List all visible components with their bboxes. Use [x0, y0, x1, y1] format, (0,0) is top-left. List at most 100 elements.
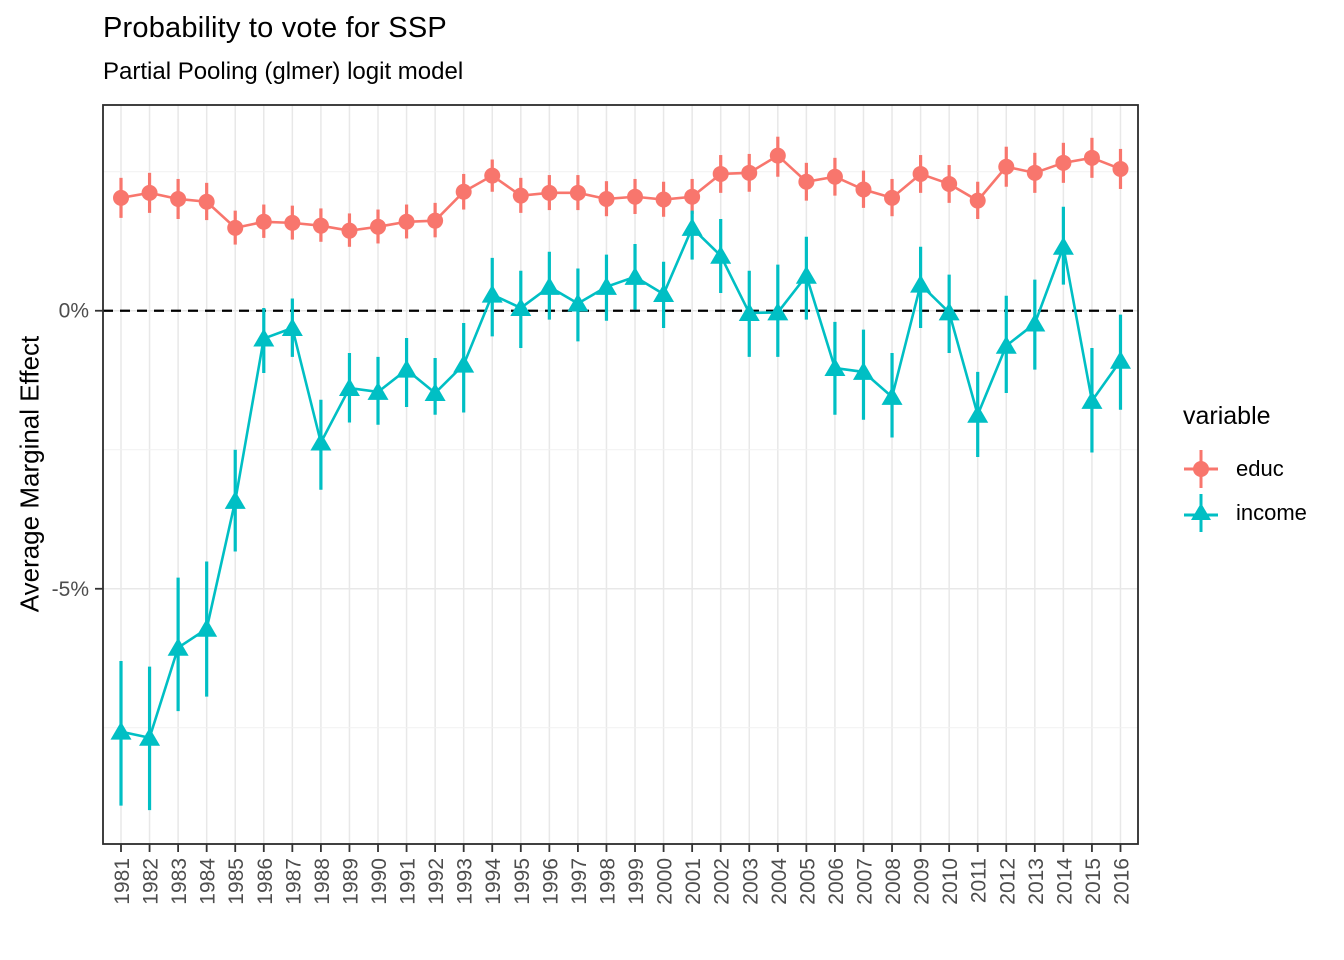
data-point-educ[interactable] [769, 147, 786, 164]
data-point-income[interactable] [139, 727, 161, 746]
data-point-income[interactable] [396, 359, 418, 378]
data-point-educ[interactable] [484, 167, 501, 184]
data-point-income[interactable] [567, 293, 589, 312]
data-point-income[interactable] [1081, 390, 1103, 409]
y-minor-gridlines [103, 171, 1138, 729]
data-point-income[interactable] [424, 383, 446, 402]
data-point-income[interactable] [653, 284, 675, 303]
data-point-educ[interactable] [227, 219, 244, 236]
x-tick-label: 1997 [568, 858, 591, 905]
data-point-educ[interactable] [141, 184, 158, 201]
data-point-educ[interactable] [712, 165, 729, 182]
data-point-income[interactable] [538, 276, 560, 295]
data-point-income[interactable] [824, 358, 846, 377]
data-point-educ[interactable] [598, 190, 615, 207]
data-point-educ[interactable] [741, 164, 758, 181]
data-point-educ[interactable] [455, 183, 472, 200]
y-tick-label: 0% [59, 300, 89, 323]
data-point-income[interactable] [624, 266, 646, 285]
x-tick-label: 2006 [825, 858, 848, 905]
data-point-educ[interactable] [198, 193, 215, 210]
data-point-income[interactable] [338, 378, 360, 397]
data-point-educ[interactable] [255, 213, 272, 230]
data-point-income[interactable] [253, 328, 275, 347]
x-tick-label: 1999 [625, 858, 648, 905]
data-point-income[interactable] [224, 490, 246, 509]
data-point-income[interactable] [310, 432, 332, 451]
data-point-educ[interactable] [855, 181, 872, 198]
income-pointrange-icon [1184, 494, 1218, 532]
x-tick-label: 1998 [596, 858, 619, 905]
legend-item-educ[interactable]: educ [1180, 447, 1344, 491]
series-educ [113, 136, 1129, 247]
data-point-educ[interactable] [1083, 149, 1100, 166]
legend-item-income[interactable]: income [1180, 491, 1344, 535]
legend-label-income: income [1236, 500, 1307, 525]
data-point-income[interactable] [795, 265, 817, 284]
data-point-educ[interactable] [427, 212, 444, 229]
data-point-educ[interactable] [370, 218, 387, 235]
x-tick-label: 1993 [454, 858, 477, 905]
data-point-educ[interactable] [684, 188, 701, 205]
data-point-educ[interactable] [284, 214, 301, 231]
data-point-educ[interactable] [826, 168, 843, 185]
data-point-educ[interactable] [113, 189, 129, 206]
data-point-educ[interactable] [398, 213, 415, 230]
data-point-income[interactable] [938, 302, 960, 321]
x-axis: 1981 1982 1983 1984 1985 1986 1987 1988 1989 1990… [111, 844, 1133, 905]
x-tick-label: 2009 [911, 858, 934, 905]
data-point-educ[interactable] [170, 190, 187, 207]
data-point-educ[interactable] [998, 158, 1015, 175]
data-point-income[interactable] [1109, 350, 1131, 369]
data-point-educ[interactable] [912, 165, 929, 182]
data-point-educ[interactable] [341, 222, 358, 239]
data-point-income[interactable] [967, 404, 989, 423]
y-tick-label: -5% [52, 578, 89, 601]
x-gridlines [120, 105, 1122, 844]
data-point-income[interactable] [281, 317, 303, 336]
data-point-income[interactable] [910, 274, 932, 293]
data-point-income[interactable] [681, 217, 703, 236]
x-tick-label: 1985 [225, 858, 248, 905]
x-tick-label: 2003 [739, 858, 762, 905]
data-point-educ[interactable] [941, 175, 958, 192]
data-point-income[interactable] [167, 637, 189, 656]
data-point-educ[interactable] [1112, 160, 1129, 177]
legend-title: variable [1183, 402, 1271, 430]
data-point-educ[interactable] [798, 173, 815, 190]
data-point-income[interactable] [710, 245, 732, 264]
data-point-educ[interactable] [569, 184, 586, 201]
data-point-income[interactable] [881, 386, 903, 405]
data-point-income[interactable] [995, 335, 1017, 354]
data-point-educ[interactable] [1055, 154, 1072, 171]
x-tick-label: 1987 [282, 858, 305, 905]
data-point-income[interactable] [852, 361, 874, 380]
x-tick-label: 1989 [339, 858, 362, 905]
data-point-educ[interactable] [655, 191, 672, 208]
data-point-income[interactable] [510, 297, 532, 316]
legend: variable educ income [1180, 402, 1344, 535]
data-point-income[interactable] [738, 302, 760, 321]
data-point-income[interactable] [196, 618, 218, 637]
educ-pointrange-icon [1184, 450, 1218, 488]
chart-subtitle: Partial Pooling (glmer) logit model [103, 58, 464, 85]
x-tick-label: 1981 [111, 858, 134, 905]
data-point-educ[interactable] [512, 187, 529, 204]
data-point-income[interactable] [110, 721, 132, 740]
data-point-educ[interactable] [627, 188, 644, 205]
data-point-educ[interactable] [1026, 164, 1043, 181]
data-point-income[interactable] [1024, 313, 1046, 332]
data-point-income[interactable] [595, 276, 617, 295]
x-tick-label: 1986 [254, 858, 277, 905]
data-point-educ[interactable] [884, 189, 901, 206]
data-point-educ[interactable] [312, 217, 329, 234]
x-tick-label: 1983 [168, 858, 191, 905]
data-point-educ[interactable] [541, 184, 558, 201]
data-point-income[interactable] [367, 381, 389, 400]
x-tick-label: 2008 [882, 858, 905, 905]
data-point-income[interactable] [1052, 236, 1074, 255]
data-point-income[interactable] [481, 284, 503, 303]
data-point-income[interactable] [453, 354, 475, 373]
data-point-educ[interactable] [969, 192, 986, 209]
data-point-income[interactable] [767, 302, 789, 321]
